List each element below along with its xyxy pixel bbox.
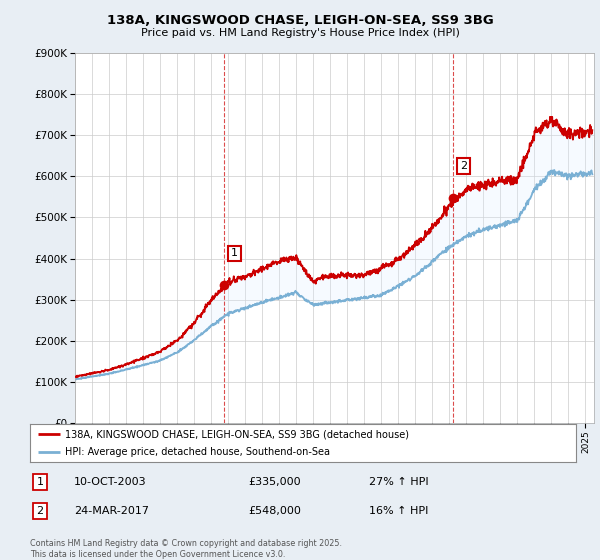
Text: 1: 1 <box>37 477 44 487</box>
Text: 138A, KINGSWOOD CHASE, LEIGH-ON-SEA, SS9 3BG (detached house): 138A, KINGSWOOD CHASE, LEIGH-ON-SEA, SS9… <box>65 429 409 439</box>
Text: 2: 2 <box>37 506 44 516</box>
Text: Contains HM Land Registry data © Crown copyright and database right 2025.
This d: Contains HM Land Registry data © Crown c… <box>30 539 342 559</box>
Text: 1: 1 <box>231 249 238 259</box>
Text: 16% ↑ HPI: 16% ↑ HPI <box>368 506 428 516</box>
Text: 2: 2 <box>460 161 467 171</box>
Text: HPI: Average price, detached house, Southend-on-Sea: HPI: Average price, detached house, Sout… <box>65 447 331 457</box>
Text: Price paid vs. HM Land Registry's House Price Index (HPI): Price paid vs. HM Land Registry's House … <box>140 28 460 38</box>
Text: 10-OCT-2003: 10-OCT-2003 <box>74 477 146 487</box>
Text: £335,000: £335,000 <box>248 477 301 487</box>
Text: 24-MAR-2017: 24-MAR-2017 <box>74 506 149 516</box>
Text: 138A, KINGSWOOD CHASE, LEIGH-ON-SEA, SS9 3BG: 138A, KINGSWOOD CHASE, LEIGH-ON-SEA, SS9… <box>107 14 493 27</box>
Text: £548,000: £548,000 <box>248 506 301 516</box>
Text: 27% ↑ HPI: 27% ↑ HPI <box>368 477 428 487</box>
